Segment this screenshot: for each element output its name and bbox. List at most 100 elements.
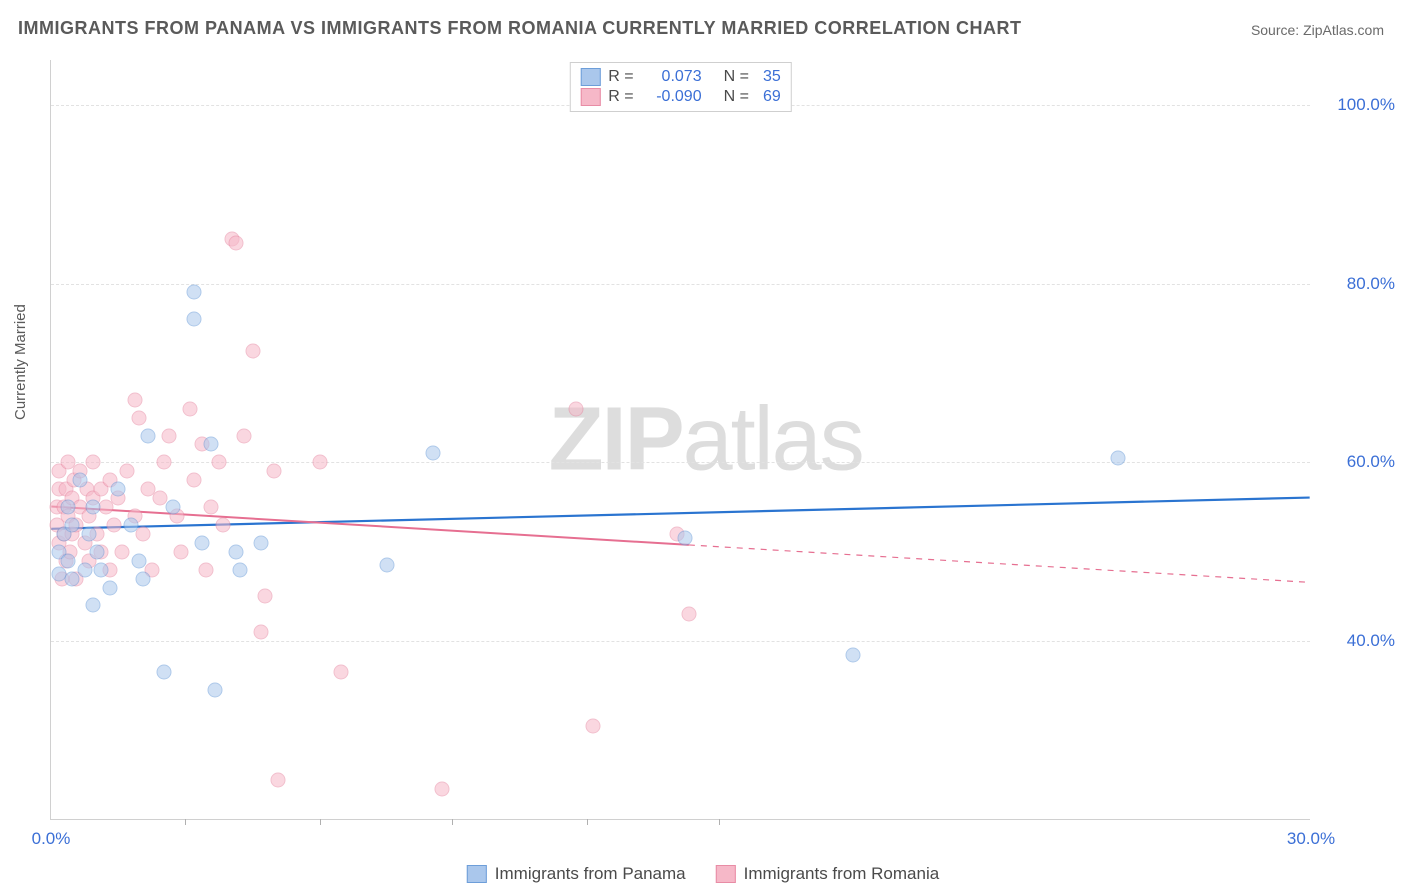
y-tick-label: 80.0% bbox=[1315, 274, 1395, 294]
data-point bbox=[333, 665, 348, 680]
data-point bbox=[312, 455, 327, 470]
data-point bbox=[119, 464, 134, 479]
x-tick-mark bbox=[452, 819, 453, 825]
legend-swatch bbox=[467, 865, 487, 883]
legend-swatch bbox=[716, 865, 736, 883]
legend-row: R = -0.090 N = 69 bbox=[580, 87, 780, 107]
legend-series-item: Immigrants from Romania bbox=[716, 864, 940, 884]
data-point bbox=[380, 558, 395, 573]
y-tick-label: 60.0% bbox=[1315, 452, 1395, 472]
data-point bbox=[165, 500, 180, 515]
data-point bbox=[140, 428, 155, 443]
legend-n-value: 35 bbox=[757, 68, 781, 86]
data-point bbox=[245, 343, 260, 358]
data-point bbox=[426, 446, 441, 461]
legend-n-label: N = bbox=[710, 68, 749, 86]
data-point bbox=[569, 401, 584, 416]
data-point bbox=[182, 401, 197, 416]
data-point bbox=[136, 526, 151, 541]
watermark: ZIPatlas bbox=[549, 388, 863, 491]
data-point bbox=[228, 544, 243, 559]
data-point bbox=[1110, 450, 1125, 465]
x-tick-mark bbox=[587, 819, 588, 825]
plot-area: ZIPatlas R =0.073N =35R =-0.090N =69 40.… bbox=[50, 60, 1310, 820]
y-tick-label: 100.0% bbox=[1315, 95, 1395, 115]
data-point bbox=[846, 647, 861, 662]
watermark-atlas: atlas bbox=[683, 389, 863, 489]
trend-line-extrapolated bbox=[689, 545, 1310, 582]
legend-series-item: Immigrants from Panama bbox=[467, 864, 686, 884]
chart-title: IMMIGRANTS FROM PANAMA VS IMMIGRANTS FRO… bbox=[18, 18, 1021, 39]
data-point bbox=[203, 500, 218, 515]
data-point bbox=[207, 683, 222, 698]
data-point bbox=[111, 482, 126, 497]
data-point bbox=[203, 437, 218, 452]
data-point bbox=[254, 625, 269, 640]
data-point bbox=[136, 571, 151, 586]
legend-row: R = 0.073 N = 35 bbox=[580, 67, 780, 87]
data-point bbox=[270, 772, 285, 787]
x-tick-mark bbox=[185, 819, 186, 825]
data-point bbox=[73, 473, 88, 488]
data-point bbox=[258, 589, 273, 604]
legend-r-label: R = bbox=[608, 68, 633, 86]
data-point bbox=[107, 517, 122, 532]
y-tick-label: 40.0% bbox=[1315, 631, 1395, 651]
data-point bbox=[212, 455, 227, 470]
y-axis-label: Currently Married bbox=[12, 304, 29, 420]
data-point bbox=[81, 526, 96, 541]
x-tick-label: 0.0% bbox=[32, 829, 71, 849]
legend-n-value: 69 bbox=[757, 88, 781, 106]
legend-swatch bbox=[580, 88, 600, 106]
data-point bbox=[254, 535, 269, 550]
data-point bbox=[86, 455, 101, 470]
data-point bbox=[434, 781, 449, 796]
data-point bbox=[123, 517, 138, 532]
legend-series: Immigrants from Panama Immigrants from Ro… bbox=[467, 864, 939, 884]
source-credit: Source: ZipAtlas.com bbox=[1251, 22, 1384, 38]
data-point bbox=[682, 607, 697, 622]
legend-r-value: 0.073 bbox=[642, 68, 702, 86]
data-point bbox=[186, 312, 201, 327]
data-point bbox=[199, 562, 214, 577]
x-tick-mark bbox=[719, 819, 720, 825]
legend-r-label: R = bbox=[608, 88, 633, 106]
data-point bbox=[60, 500, 75, 515]
data-point bbox=[86, 598, 101, 613]
gridline-h bbox=[51, 641, 1310, 642]
data-point bbox=[585, 719, 600, 734]
data-point bbox=[174, 544, 189, 559]
data-point bbox=[228, 236, 243, 251]
data-point bbox=[132, 410, 147, 425]
data-point bbox=[195, 535, 210, 550]
data-point bbox=[115, 544, 130, 559]
data-point bbox=[161, 428, 176, 443]
data-point bbox=[216, 517, 231, 532]
legend-n-label: N = bbox=[710, 88, 749, 106]
data-point bbox=[157, 665, 172, 680]
data-point bbox=[678, 531, 693, 546]
legend-swatch bbox=[580, 68, 600, 86]
trend-line bbox=[51, 498, 1309, 529]
data-point bbox=[186, 285, 201, 300]
legend-series-label: Immigrants from Romania bbox=[744, 864, 940, 884]
data-point bbox=[102, 580, 117, 595]
data-point bbox=[77, 562, 92, 577]
data-point bbox=[237, 428, 252, 443]
data-point bbox=[60, 553, 75, 568]
data-point bbox=[128, 392, 143, 407]
gridline-h bbox=[51, 284, 1310, 285]
data-point bbox=[90, 544, 105, 559]
legend-series-label: Immigrants from Panama bbox=[495, 864, 686, 884]
data-point bbox=[266, 464, 281, 479]
data-point bbox=[186, 473, 201, 488]
data-point bbox=[233, 562, 248, 577]
data-point bbox=[94, 562, 109, 577]
data-point bbox=[157, 455, 172, 470]
data-point bbox=[86, 500, 101, 515]
data-point bbox=[132, 553, 147, 568]
data-point bbox=[65, 517, 80, 532]
legend-r-value: -0.090 bbox=[642, 88, 702, 106]
x-tick-mark bbox=[320, 819, 321, 825]
x-tick-label: 30.0% bbox=[1287, 829, 1335, 849]
